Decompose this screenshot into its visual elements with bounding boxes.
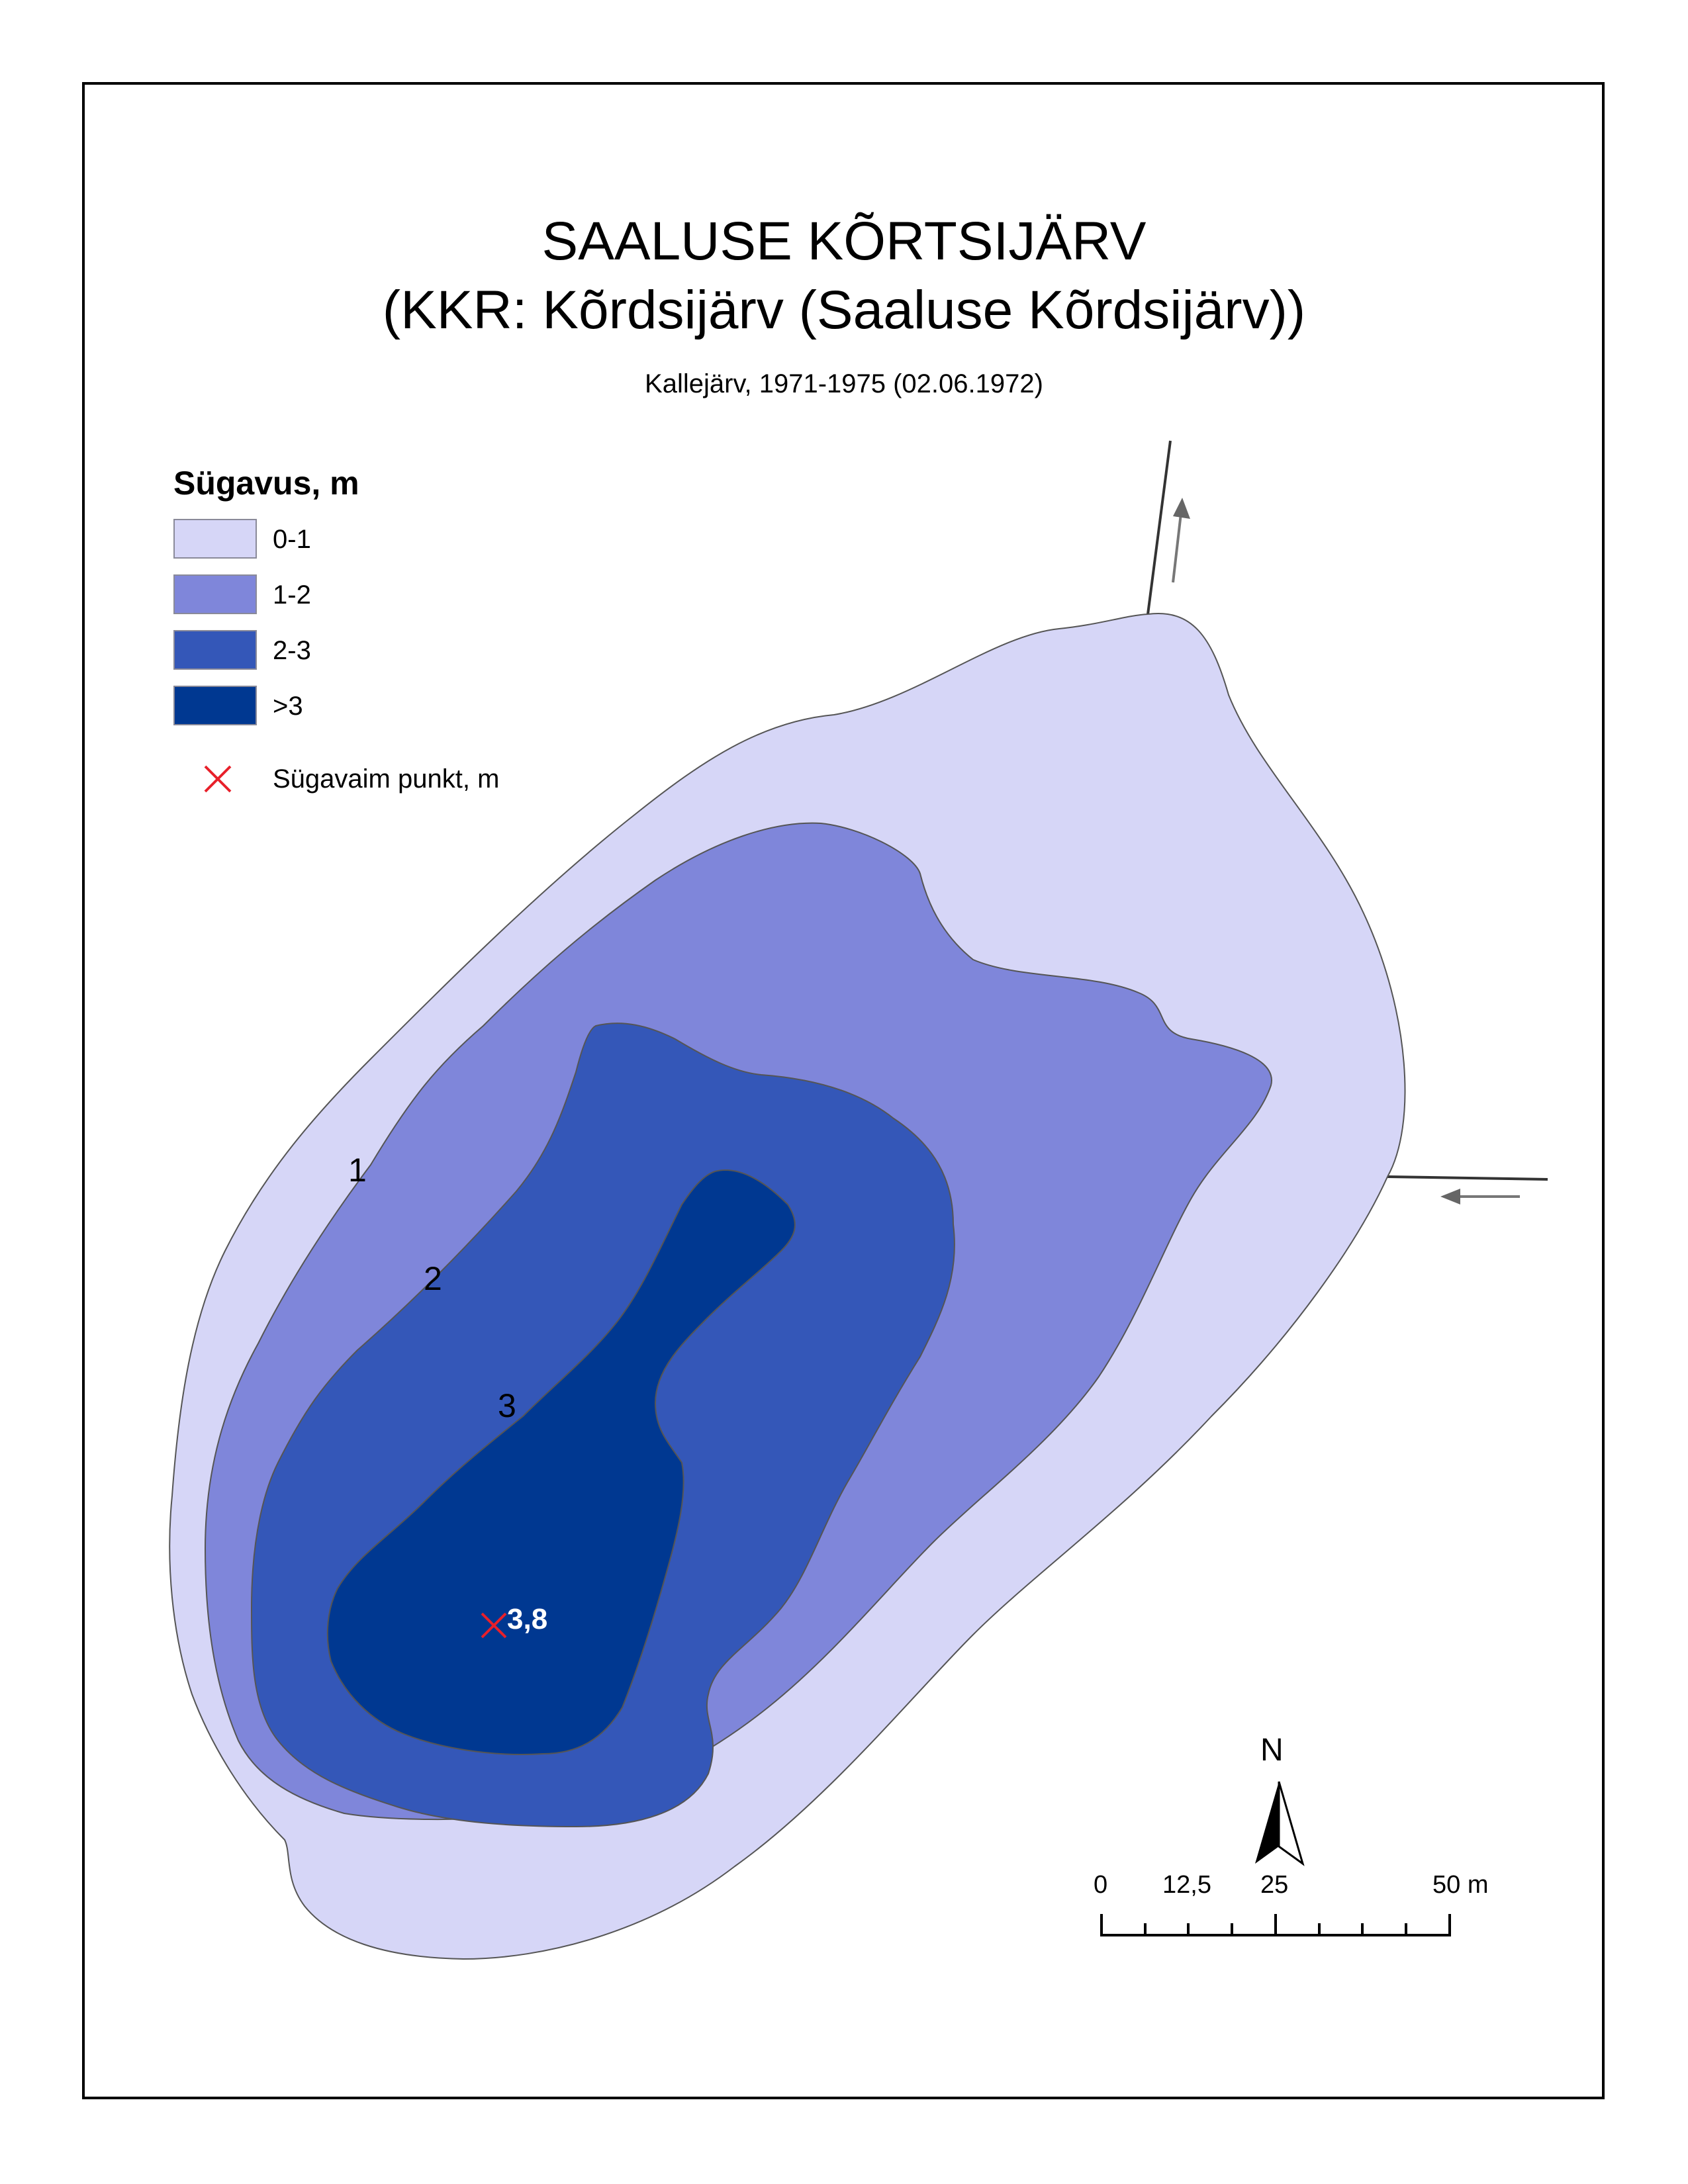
legend-swatch <box>173 630 257 670</box>
scale-label-0: 0 <box>1094 1871 1108 1899</box>
map-title: SAALUSE KÕRTSIJÄRV <box>541 211 1147 271</box>
legend-item-1-2: 1-2 <box>173 574 571 615</box>
scale-label-50: 50 m <box>1432 1871 1489 1899</box>
outflow-stream <box>1147 440 1172 615</box>
map-subtitle-registry: (KKR: Kõrdsijärv (Saaluse Kõrdsijärv)) <box>382 280 1306 340</box>
legend-item-deeper-3: >3 <box>173 686 571 727</box>
legend-item-0-1: 0-1 <box>173 519 571 560</box>
legend-swatch <box>173 574 257 614</box>
contour-label-1: 1 <box>348 1152 367 1189</box>
map-frame <box>82 82 1605 2099</box>
legend-title: Sügavus, m <box>173 465 359 502</box>
north-label: N <box>1260 1733 1284 1768</box>
legend-label: 1-2 <box>273 580 311 610</box>
legend: Sügavus, m 0-1 1-2 2-3 >3 Sügavaim punkt… <box>173 463 637 807</box>
deepest-point-marker <box>481 1612 507 1639</box>
legend-deepest-label: Sügavaim punkt, m <box>273 764 500 794</box>
legend-label: >3 <box>273 692 303 721</box>
map-source-note: Kallejärv, 1971-1975 (02.06.1972) <box>645 369 1043 398</box>
scale-label-12-5: 12,5 <box>1162 1871 1211 1899</box>
inflow-arrow-icon <box>1440 1189 1520 1205</box>
outflow-arrow-icon <box>1172 498 1190 583</box>
contour-label-3: 3 <box>498 1387 516 1424</box>
scale-bar <box>1100 1914 1451 1936</box>
legend-label: 2-3 <box>273 636 311 665</box>
north-arrow-icon <box>1255 1781 1305 1866</box>
legend-swatch <box>173 519 257 559</box>
deepest-point-icon <box>204 765 232 793</box>
depth-zone-deeper-3 <box>326 1169 796 1755</box>
legend-swatch <box>173 686 257 725</box>
scale-label-25: 25 <box>1260 1871 1289 1899</box>
legend-item-deepest-point: Sügavaim punkt, m <box>173 760 571 799</box>
inflow-stream <box>1387 1175 1548 1181</box>
legend-label: 0-1 <box>273 525 311 554</box>
deepest-point-value: 3,8 <box>507 1603 548 1635</box>
contour-label-2: 2 <box>424 1260 442 1297</box>
legend-item-2-3: 2-3 <box>173 630 571 671</box>
